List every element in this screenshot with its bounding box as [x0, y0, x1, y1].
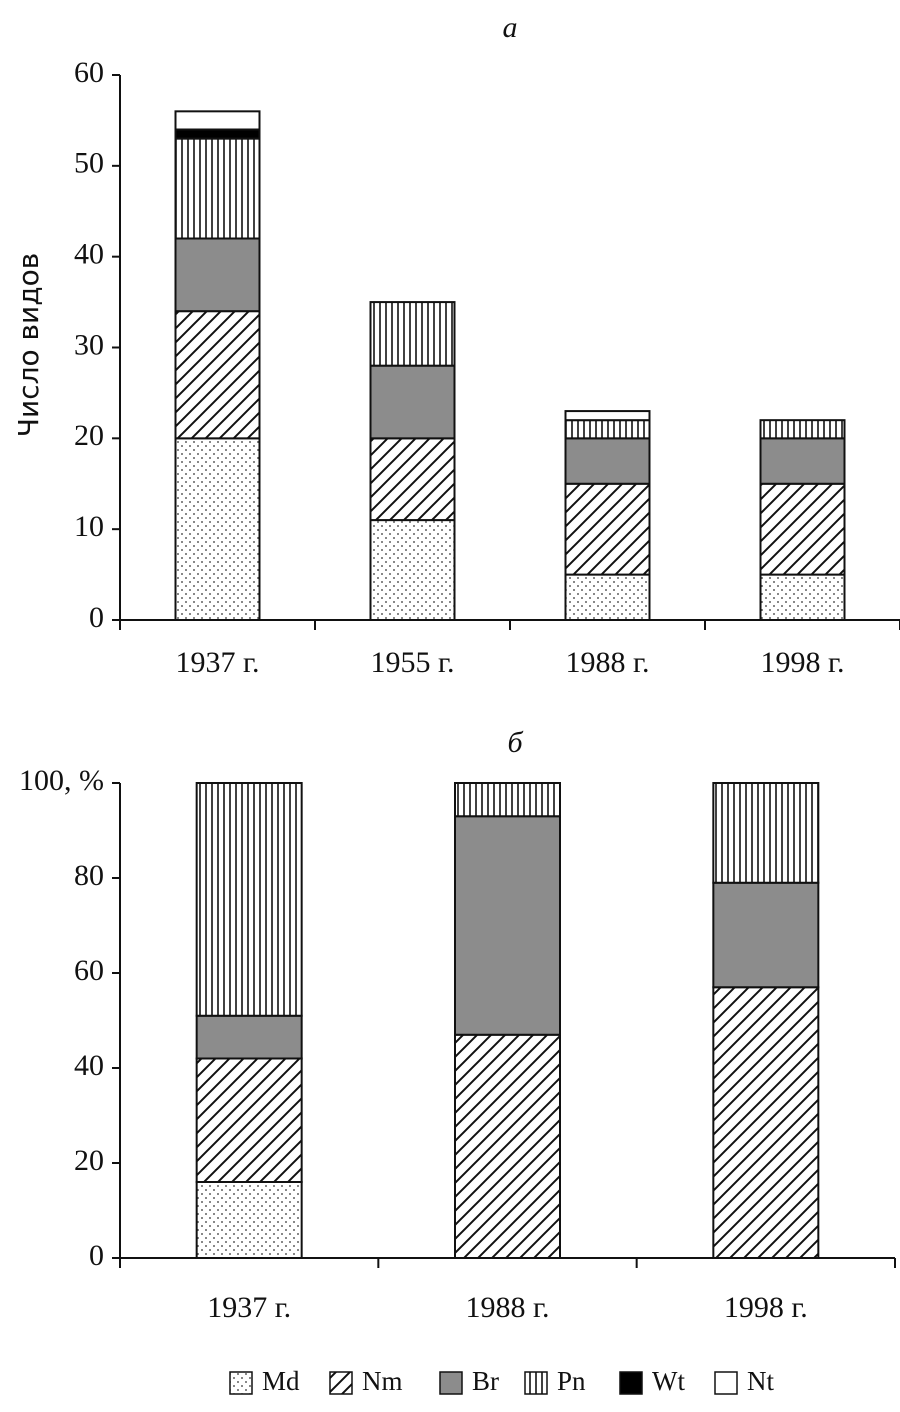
y-tick-label: 10	[74, 510, 104, 543]
bar-segment	[174, 237, 261, 313]
bar-segment	[759, 482, 846, 576]
bar-segment	[712, 782, 820, 884]
x-tick-label: 1937 г.	[207, 1291, 291, 1324]
bar-segment	[174, 128, 261, 140]
y-tick-label: 50	[74, 147, 104, 180]
bar-segment	[759, 573, 846, 621]
x-tick-label: 1988 г.	[466, 1291, 550, 1324]
bar-segment	[564, 410, 651, 422]
legend-label: Wt	[652, 1366, 685, 1396]
bar-segment	[564, 437, 651, 485]
y-tick-label: 0	[89, 601, 104, 634]
chart-title: б	[507, 726, 523, 759]
bar-segment	[195, 1181, 303, 1259]
y-tick-label: 80	[74, 859, 104, 892]
x-tick-label: 1955 г.	[371, 646, 455, 679]
y-tick-label: 40	[74, 1049, 104, 1082]
bar-segment	[712, 881, 820, 989]
bar-segment	[174, 110, 261, 131]
y-tick-label: 60	[74, 56, 104, 89]
legend-swatch	[329, 1371, 353, 1395]
bar-segment	[174, 137, 261, 240]
legend-swatch	[524, 1371, 548, 1395]
legend-swatch	[619, 1371, 643, 1395]
bar-segment	[454, 1033, 561, 1259]
x-tick-label: 1998 г.	[724, 1291, 808, 1324]
y-tick-label: 30	[74, 328, 104, 361]
legend-swatch	[439, 1371, 463, 1395]
y-tick-label: 20	[74, 1144, 104, 1177]
x-tick-label: 1937 г.	[176, 646, 260, 679]
y-tick-label: 100, %	[19, 764, 104, 797]
bar-segment	[369, 519, 456, 621]
bar-segment	[195, 1014, 303, 1060]
bar-segment	[369, 364, 456, 440]
chart-title: а	[503, 11, 518, 44]
bar-segment	[454, 815, 561, 1036]
y-tick-label: 60	[74, 954, 104, 987]
legend-swatch	[229, 1371, 253, 1395]
x-tick-label: 1998 г.	[761, 646, 845, 679]
bar-segment	[564, 419, 651, 440]
bar-segment	[564, 482, 651, 576]
legend-swatch	[714, 1371, 738, 1395]
legend-label: Md	[262, 1366, 300, 1396]
x-tick-label: 1988 г.	[566, 646, 650, 679]
bar-segment	[195, 782, 303, 1017]
bar-segment	[174, 310, 261, 440]
legend-label: Nt	[747, 1366, 774, 1396]
y-axis-label: Число видов	[12, 253, 45, 437]
bar-segment	[195, 1057, 303, 1183]
bar-segment	[369, 301, 456, 367]
legend-label: Pn	[557, 1366, 586, 1396]
bar-segment	[564, 573, 651, 621]
y-tick-label: 0	[89, 1239, 104, 1272]
bar-segment	[174, 437, 261, 622]
bar-segment	[454, 782, 561, 818]
legend-label: Nm	[362, 1366, 403, 1396]
bar-segment	[759, 437, 846, 485]
bar-segment	[712, 986, 820, 1259]
bar-segment	[759, 419, 846, 440]
legend-label: Br	[472, 1366, 499, 1396]
y-tick-label: 40	[74, 238, 104, 271]
bar-segment	[369, 437, 456, 522]
y-tick-label: 20	[74, 419, 104, 452]
